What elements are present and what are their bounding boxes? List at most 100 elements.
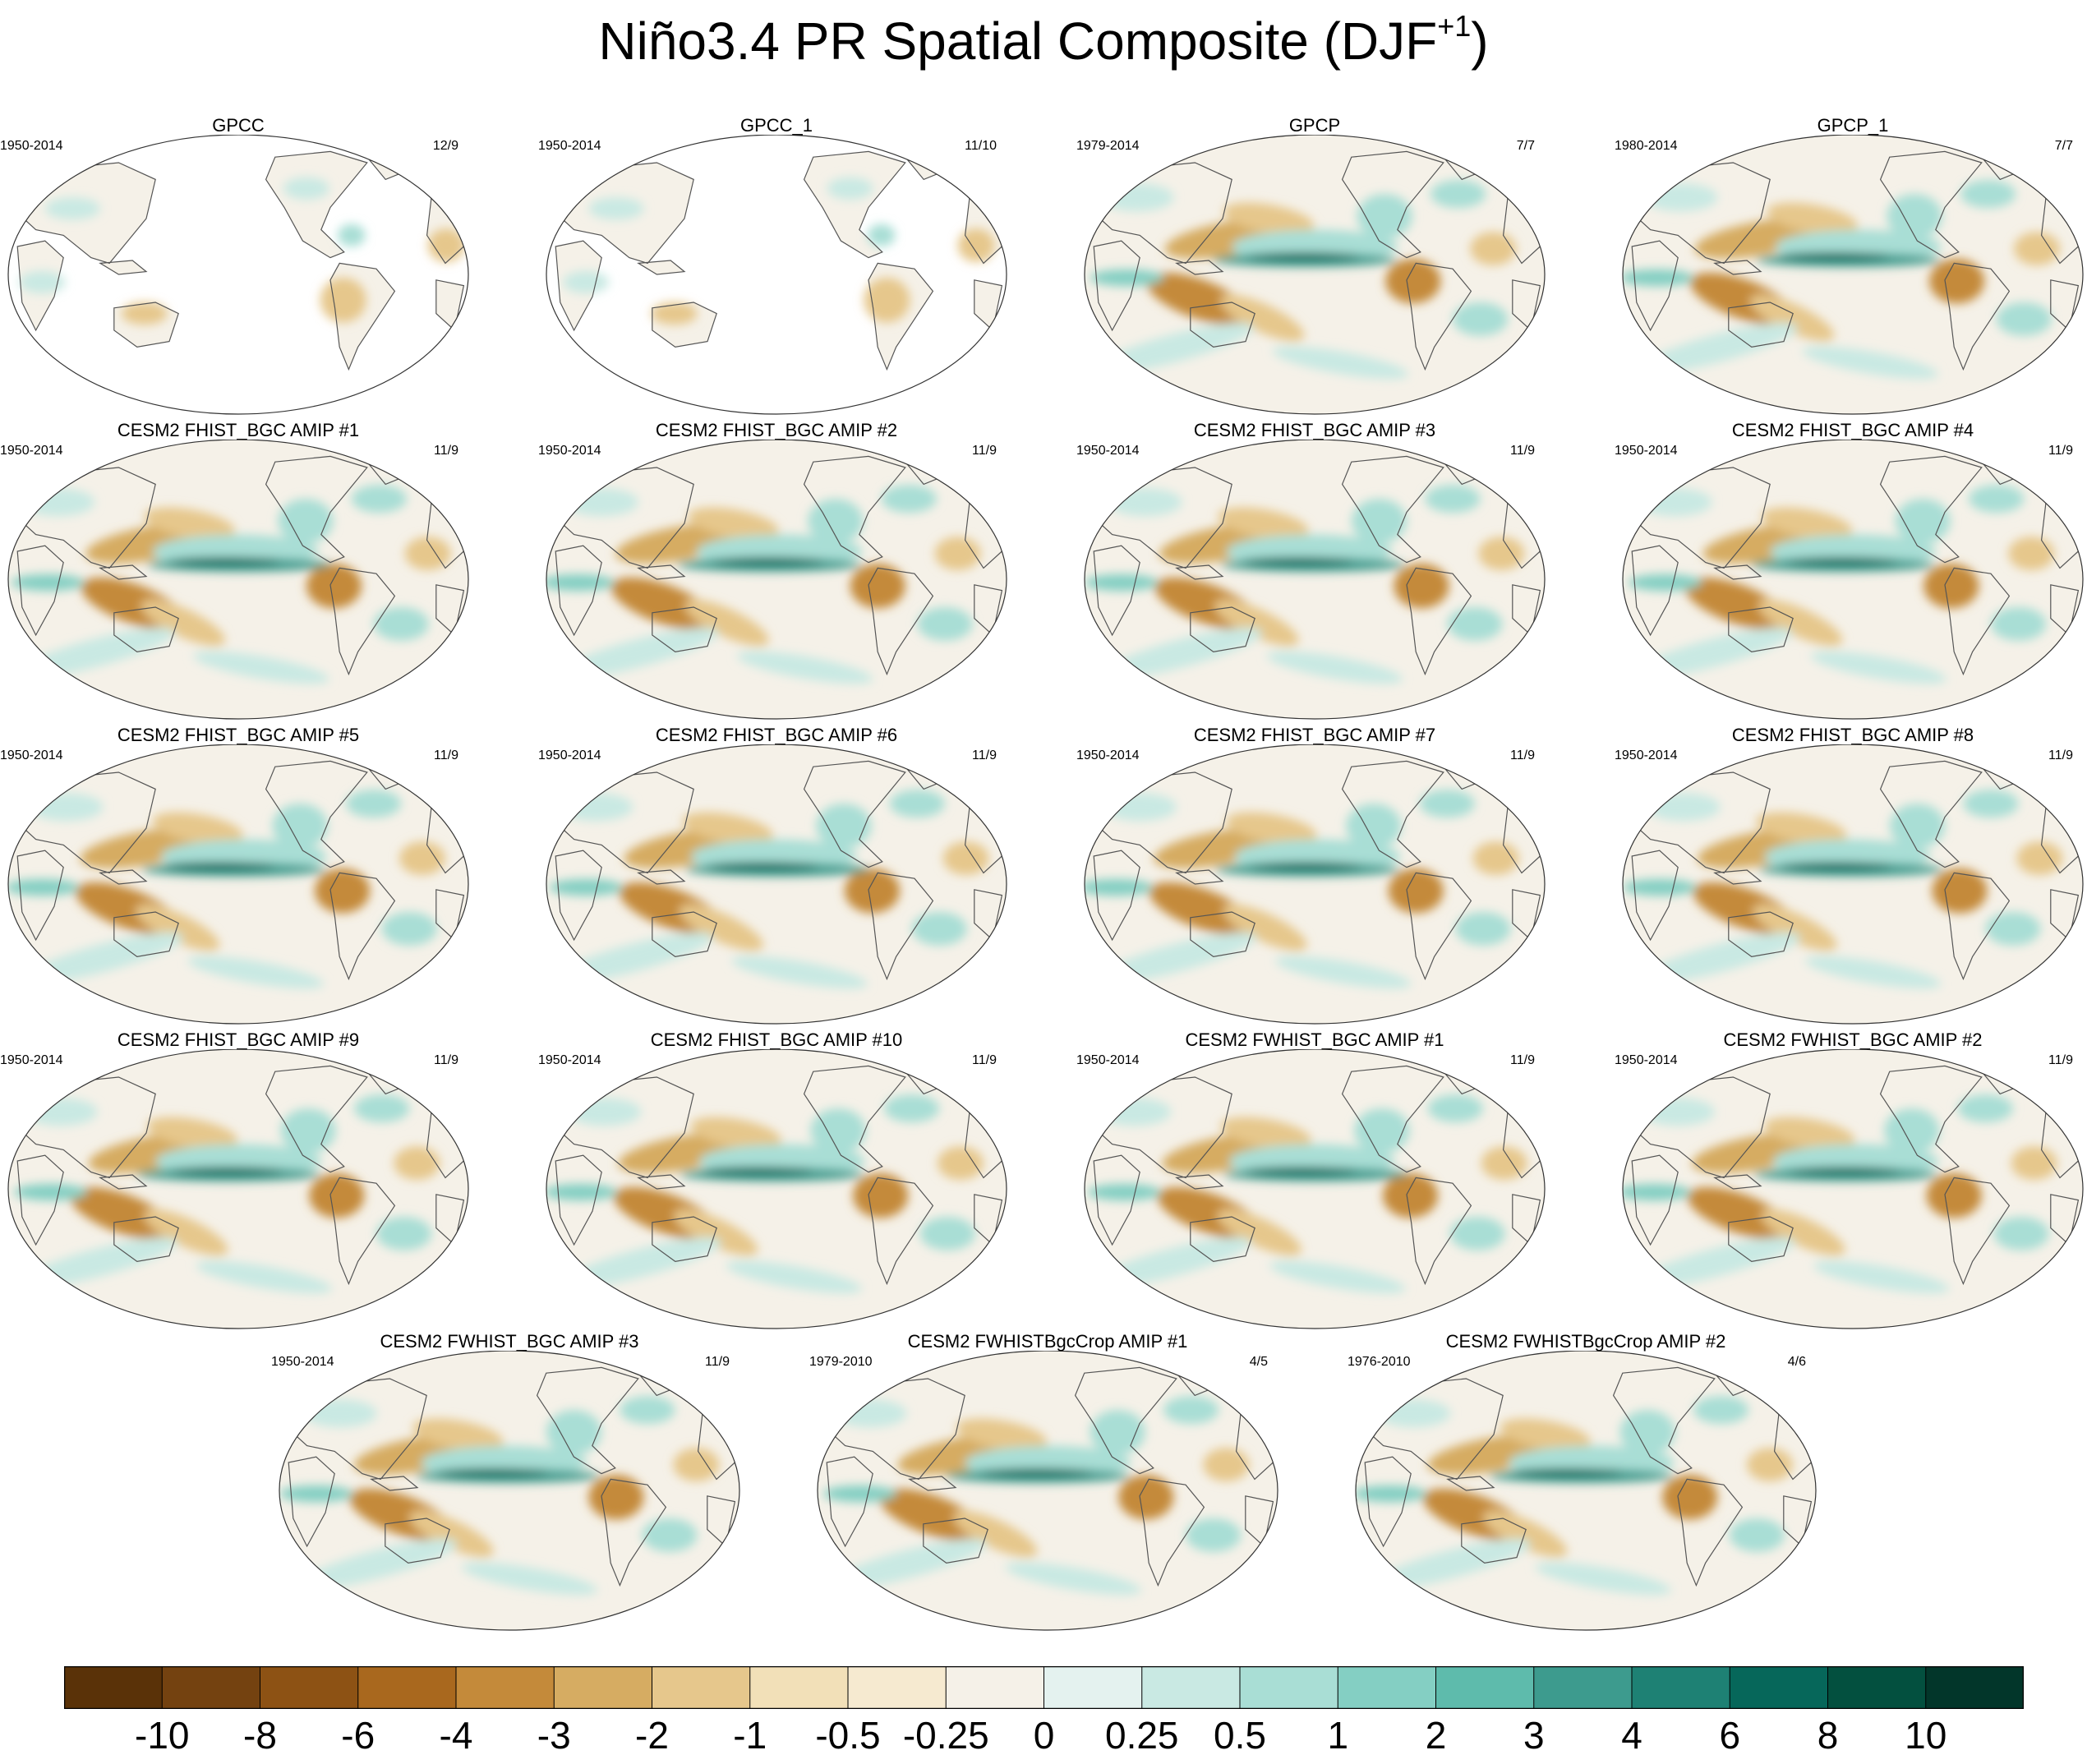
anomaly-region [546,573,615,592]
panel-years: 1950-2014 [1615,1053,1678,1067]
map-panel: GPCC_1 1950-2014 11/10 [538,115,1015,421]
colorbar-swatch [847,1666,947,1709]
panel-years: 1980-2014 [1615,139,1678,153]
anomaly-region [618,1133,745,1173]
map-panel: CESM2 FHIST_BGC AMIP #6 1950-2014 11/9 [538,725,1015,1030]
panel-years: 1979-2014 [1076,139,1140,153]
anomaly-region [412,1418,504,1451]
panel-title: CESM2 FHIST_BGC AMIP #9 [117,1029,360,1050]
colorbar-tick-label: -3 [537,1714,571,1757]
anomaly-region [1090,269,1164,287]
colorbar-swatch [1239,1666,1339,1709]
anomaly-region [1103,793,1177,822]
anomaly-region [1096,932,1257,983]
anomaly-region [279,1485,353,1503]
anomaly-region [1087,1183,1161,1201]
anomaly-region [135,904,220,951]
anomaly-region [1628,573,1702,592]
panel-count: 11/9 [1510,1053,1535,1067]
map-plot [7,440,469,720]
panel-years: 1950-2014 [538,444,601,458]
map-plot [1622,135,2084,415]
map-border [279,1351,740,1631]
anomaly-region [827,177,873,200]
anomaly-region [1887,194,1942,239]
anomaly-region [278,499,334,544]
colorbar-labels: -10 -8 -6 -4 -3 -2 -1 -0.5 -0.25 0 0.25 0.5 1 2 3 4 6 8 10 [0,1712,2087,1762]
colorbar-tick-label: 1 [1327,1714,1349,1757]
anomaly-region [1985,912,2041,946]
anomaly-region [567,1098,642,1126]
panel-count: 11/9 [705,1355,730,1369]
panel-count: 4/5 [1249,1355,1268,1369]
anomaly-region [1274,956,1412,989]
anomaly-region [651,302,698,325]
colorbar-swatch [1631,1666,1731,1709]
colorbar-tick-label: 3 [1523,1714,1545,1757]
panel-years: 1950-2014 [0,748,63,762]
panel-count: 7/7 [1516,139,1535,153]
anomaly-region [879,1488,984,1541]
anomaly-region [193,651,329,684]
anomaly-region [853,1173,909,1218]
anomaly-region [1449,1217,1505,1250]
panel-count: 11/9 [1510,748,1535,762]
anomaly-region [1272,346,1409,380]
panel-count: 11/9 [434,1053,458,1067]
anomaly-region [409,1510,494,1558]
anomaly-region [610,577,716,630]
anomaly-region [1382,1173,1439,1218]
anomaly-region [588,197,644,220]
colorbar-swatch [1729,1666,1829,1709]
panel-count: 11/9 [1510,444,1535,458]
anomaly-region [1623,1183,1691,1201]
anomaly-region [80,828,207,868]
colorbar-tick-label: -6 [341,1714,375,1757]
colorbar-tick-label: -8 [243,1714,277,1757]
panel-title: CESM2 FHIST_BGC AMIP #8 [1731,725,1974,745]
map-panel: GPCC 1950-2014 12/9 [0,115,477,421]
anomaly-region [381,912,437,946]
anomaly-region [702,1167,813,1176]
map-panel: GPCP 1979-2014 7/7 [1076,115,1553,421]
panel-title: GPCC_1 [739,115,813,136]
anomaly-region [1149,882,1254,935]
anomaly-region [306,564,362,609]
anomaly-region [881,485,937,514]
anomaly-region [911,912,967,946]
anomaly-region [1623,878,1697,896]
colorbar-swatch [1141,1666,1241,1709]
anomaly-region [934,537,981,571]
anomaly-region [1246,1167,1357,1176]
panel-title: CESM2 FWHIST_BGC AMIP #2 [1723,1029,1983,1050]
anomaly-region [684,599,769,647]
anomaly-region [1425,485,1481,514]
anomaly-region [272,804,328,849]
anomaly-region [1085,878,1153,896]
map-panel: CESM2 FHIST_BGC AMIP #9 1950-2014 11/9 [0,1029,477,1335]
map-border [546,135,1007,415]
map-panel: CESM2 FHIST_BGC AMIP #3 1950-2014 11/9 [1076,420,1553,725]
colorbar-swatch [945,1666,1045,1709]
colorbar-swatch [260,1666,359,1709]
map-border [1622,135,2084,415]
panel-years: 1950-2014 [1076,1053,1140,1067]
panel-years: 1950-2014 [538,139,601,153]
panel-years: 1950-2014 [538,1053,601,1067]
map-plot [7,1049,469,1329]
anomaly-region [688,507,779,540]
anomaly-region [1500,1418,1591,1451]
anomaly-region [172,1167,283,1176]
anomaly-region [1923,564,1979,609]
anomaly-region [981,1468,1092,1477]
colorbar-outline [64,1666,2024,1709]
panel-title: CESM2 FWHIST_BGC AMIP #1 [1185,1029,1444,1050]
anomaly-region [736,651,873,684]
anomaly-region [682,812,773,845]
anomaly-region [1394,564,1449,609]
anomaly-region [1662,1475,1718,1520]
anomaly-region [13,1183,88,1201]
anomaly-region [146,1117,238,1149]
panel-count: 11/9 [2048,748,2073,762]
map-panel: CESM2 FHIST_BGC AMIP #7 1950-2014 11/9 [1076,725,1553,1030]
